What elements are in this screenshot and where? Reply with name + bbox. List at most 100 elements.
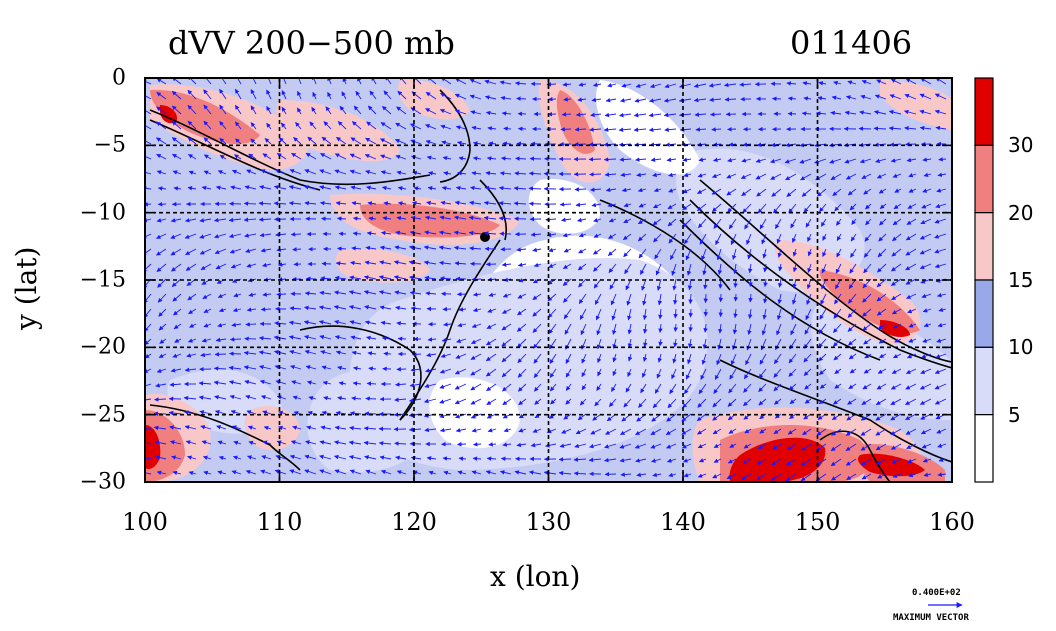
wind-vector <box>335 350 347 355</box>
wind-vector <box>623 202 632 208</box>
wind-vector <box>718 323 723 334</box>
wind-vector <box>281 78 287 85</box>
wind-vector <box>934 263 947 269</box>
wind-vector <box>563 97 572 102</box>
wind-vector <box>850 233 857 242</box>
wind-vector <box>693 83 707 88</box>
wind-vector <box>229 337 242 342</box>
wind-vector <box>807 248 812 257</box>
wind-vector <box>278 137 287 145</box>
wind-vector <box>685 248 692 261</box>
wind-vector <box>892 323 902 329</box>
wind-vector <box>155 233 167 239</box>
wind-vector <box>922 188 932 193</box>
contour-line <box>149 119 321 191</box>
wind-vector <box>334 335 347 340</box>
colorbar-label: 30 <box>1008 133 1034 158</box>
wind-vector <box>246 307 257 312</box>
wind-vector <box>934 233 947 239</box>
wind-vector <box>532 308 542 317</box>
wind-vector <box>486 156 497 161</box>
wind-vector <box>776 323 782 336</box>
wind-vector <box>905 78 917 85</box>
wind-vector <box>708 83 722 88</box>
wind-vector <box>187 78 197 85</box>
wind-vector <box>219 154 227 160</box>
wind-vector <box>321 216 332 221</box>
wind-vector <box>862 293 872 303</box>
wind-vector <box>633 127 647 133</box>
wind-vector <box>200 263 212 271</box>
wind-vector <box>732 323 738 335</box>
wind-vector <box>790 323 797 336</box>
wind-vector <box>878 188 887 194</box>
wind-vector <box>888 126 902 131</box>
wind-vector <box>187 186 197 191</box>
wind-vector <box>807 263 812 273</box>
wind-vector <box>296 78 302 85</box>
wind-vector <box>232 307 242 313</box>
wind-vector <box>277 262 287 267</box>
wind-vector <box>395 305 407 311</box>
wind-vector <box>921 293 932 299</box>
wind-vector <box>381 185 392 191</box>
wind-vector <box>260 169 272 175</box>
x-tick-label: 100 <box>122 508 168 536</box>
wind-vector <box>498 200 512 206</box>
wind-vector <box>367 105 377 115</box>
wind-vector <box>469 246 482 251</box>
wind-vector <box>894 188 902 193</box>
wind-vector <box>336 216 347 221</box>
wind-vector <box>469 78 482 85</box>
wind-vector <box>663 98 677 103</box>
wind-vector <box>934 248 947 254</box>
wind-vector <box>334 275 347 281</box>
wind-vector <box>791 308 797 321</box>
wind-vector <box>934 218 947 224</box>
wind-vector <box>156 248 167 256</box>
wind-vector <box>530 232 542 237</box>
wind-vector <box>187 120 197 130</box>
wind-vector <box>891 293 902 301</box>
wind-vector <box>622 233 632 241</box>
wind-vector <box>157 293 167 303</box>
wind-vector <box>715 233 722 246</box>
wind-vector <box>773 203 782 214</box>
wind-vector <box>396 106 407 115</box>
wind-vector <box>500 95 512 101</box>
wind-vector <box>379 260 392 265</box>
wind-vector <box>349 169 362 175</box>
contour-line <box>479 179 507 241</box>
wind-vector <box>441 140 452 145</box>
wind-vector <box>934 93 947 100</box>
wind-vector <box>187 293 197 301</box>
wind-vector <box>563 248 572 253</box>
wind-vector <box>876 79 887 85</box>
wind-vector <box>709 112 722 117</box>
wind-vector <box>233 292 242 298</box>
wind-vector <box>408 245 422 250</box>
wind-vector <box>861 173 872 180</box>
wind-vector <box>235 138 242 145</box>
wind-vector <box>608 218 617 223</box>
wind-vector <box>802 81 812 86</box>
wind-vector <box>248 153 257 160</box>
wind-vector <box>938 307 947 312</box>
wind-vector <box>218 78 227 85</box>
wind-vector <box>532 247 542 253</box>
wind-vector <box>727 203 737 213</box>
wind-vector <box>919 125 932 131</box>
wind-vector <box>936 293 947 298</box>
wind-vector <box>791 293 797 305</box>
wind-vector <box>716 248 722 261</box>
wind-vector <box>453 245 467 251</box>
wind-vector <box>688 323 693 332</box>
wind-vector <box>547 293 557 302</box>
wind-vector <box>453 215 467 220</box>
wind-vector <box>733 308 738 319</box>
wind-vector <box>311 106 317 115</box>
wind-vector <box>890 78 902 85</box>
wind-vector <box>156 78 167 85</box>
wind-vector <box>836 233 842 241</box>
wind-vector <box>561 217 572 223</box>
